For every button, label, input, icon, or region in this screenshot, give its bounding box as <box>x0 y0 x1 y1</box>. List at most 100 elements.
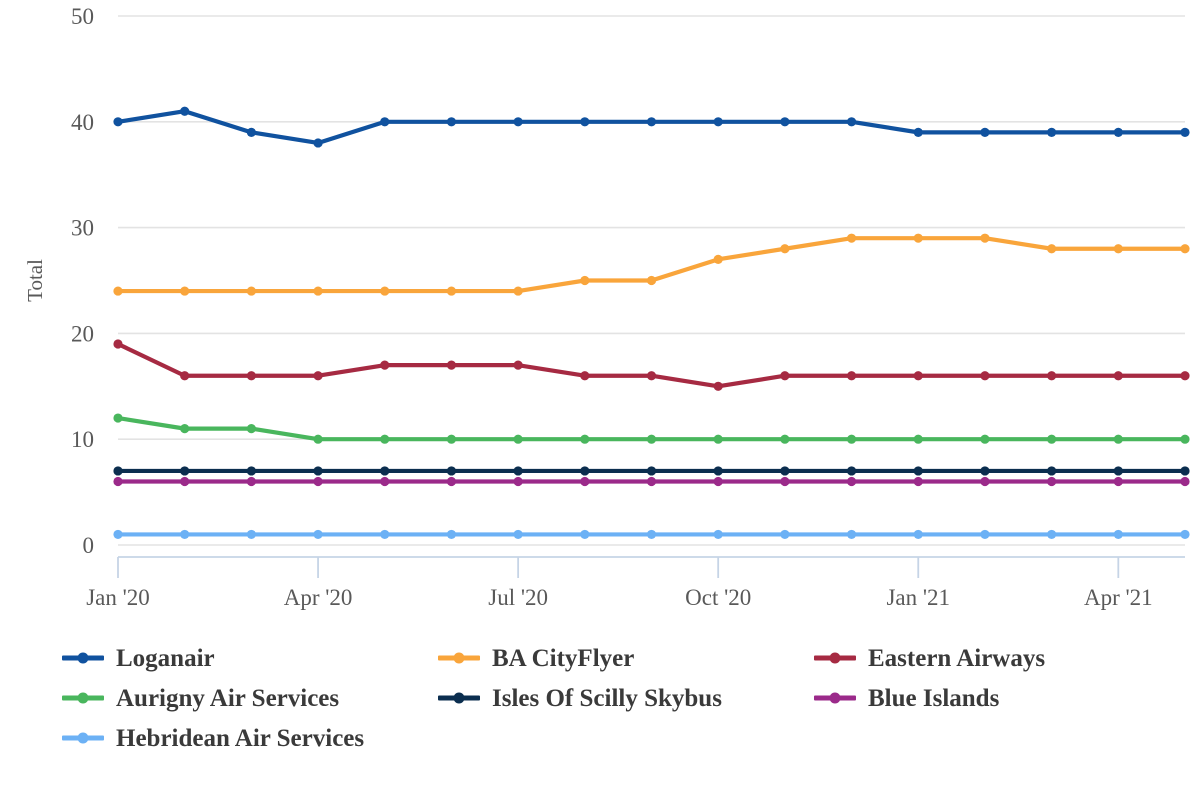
series-ba-cityflyer <box>113 233 1190 296</box>
data-point <box>1180 434 1190 444</box>
data-point <box>913 434 923 444</box>
data-point <box>513 529 523 540</box>
data-point <box>446 434 457 444</box>
chart-legend: Loganair BA CityFlyer Eastern Airways Aurig… <box>62 638 1192 758</box>
data-point <box>1113 476 1123 487</box>
data-point <box>246 424 256 434</box>
data-point <box>246 286 256 296</box>
legend-dot <box>77 692 89 704</box>
data-point <box>113 529 123 540</box>
series-eastern-airways <box>113 339 1190 391</box>
data-point <box>913 529 923 540</box>
legend-item[interactable]: Eastern Airways <box>814 638 1190 678</box>
legend-dot <box>453 652 465 664</box>
data-point <box>780 434 790 444</box>
data-point <box>313 476 323 487</box>
data-point <box>980 371 990 381</box>
data-point <box>580 466 590 476</box>
data-point <box>1047 466 1057 476</box>
data-point <box>780 117 790 127</box>
legend-item[interactable]: Isles Of Scilly Skybus <box>438 678 814 718</box>
data-point <box>1113 371 1123 381</box>
data-point <box>1047 244 1057 254</box>
legend-item[interactable]: Blue Islands <box>814 678 1190 718</box>
x-axis-tick-label: Apr '21 <box>1084 585 1153 610</box>
data-point <box>1047 476 1057 487</box>
data-point <box>846 529 857 540</box>
data-point <box>846 466 857 476</box>
legend-marker-icon <box>438 690 480 706</box>
data-point <box>713 476 723 487</box>
data-point <box>180 476 190 487</box>
data-point <box>980 476 990 487</box>
data-point <box>380 286 390 296</box>
legend-item[interactable]: Loganair <box>62 638 438 678</box>
data-point <box>913 476 923 487</box>
data-point <box>313 286 323 296</box>
data-point <box>646 529 657 540</box>
data-point <box>713 381 723 391</box>
data-point <box>446 466 457 476</box>
data-point <box>446 476 457 487</box>
series-blue-islands <box>113 476 1190 487</box>
y-axis-tick-label: 10 <box>71 427 94 452</box>
series-isles-of-scilly-skybus <box>113 466 1190 476</box>
data-point <box>380 529 390 540</box>
data-point <box>1113 466 1123 476</box>
data-point <box>1180 529 1190 540</box>
y-axis-tick-label: 40 <box>71 110 94 135</box>
data-point <box>513 286 523 296</box>
data-point <box>380 434 390 444</box>
data-point <box>380 117 390 127</box>
data-point <box>113 117 123 127</box>
data-point <box>713 466 723 476</box>
legend-item[interactable]: Aurigny Air Services <box>62 678 438 718</box>
data-point <box>646 466 657 476</box>
legend-item[interactable]: BA CityFlyer <box>438 638 814 678</box>
legend-dot <box>77 652 89 664</box>
data-point <box>846 117 857 127</box>
data-point <box>180 106 190 116</box>
x-axis-tick-label: Oct '20 <box>685 585 751 610</box>
data-point <box>1113 244 1123 254</box>
y-axis-tick-label: 30 <box>71 216 94 241</box>
legend-marker-icon <box>438 650 480 666</box>
data-point <box>313 466 323 476</box>
series-line <box>115 109 1188 146</box>
data-point <box>580 434 590 444</box>
data-point <box>1047 371 1057 381</box>
data-point <box>646 117 657 127</box>
legend-label: Eastern Airways <box>868 644 1046 672</box>
legend-marker-icon <box>62 730 104 746</box>
plot-area: 0 10 20 30 40 50 Jan '20 Apr '20 Jul '20 Oct '20 J… <box>23 4 1190 610</box>
data-point <box>1180 127 1190 137</box>
y-axis-tick-label: 20 <box>71 321 94 346</box>
data-point <box>980 127 990 137</box>
y-axis-tick-label: 0 <box>83 533 95 558</box>
data-point <box>780 466 790 476</box>
series-aurigny-air-services <box>113 413 1190 444</box>
data-point <box>113 339 123 349</box>
data-point <box>646 476 657 487</box>
data-point <box>513 466 523 476</box>
y-axis-title: Total <box>23 259 47 302</box>
data-point <box>313 138 323 148</box>
x-axis-tick-label: Jan '20 <box>86 585 150 610</box>
data-point <box>713 117 723 127</box>
data-point <box>580 476 590 487</box>
x-axis-tick-label: Jan '21 <box>886 585 950 610</box>
data-point <box>913 371 923 381</box>
data-point <box>513 117 523 127</box>
series-hebridean-air-services <box>113 529 1190 540</box>
data-point <box>580 275 590 286</box>
data-point <box>380 360 390 370</box>
plot-svg: 0 10 20 30 40 50 Jan '20 Apr '20 Jul '20 Oct '20 J… <box>23 4 1190 610</box>
data-point <box>646 275 657 286</box>
data-point <box>113 286 123 296</box>
data-point <box>446 286 457 296</box>
legend-item[interactable]: Hebridean Air Services <box>62 718 438 758</box>
data-point <box>1180 244 1190 254</box>
data-point <box>1047 127 1057 137</box>
data-point <box>1180 371 1190 381</box>
legend-label: Aurigny Air Services <box>116 684 340 712</box>
